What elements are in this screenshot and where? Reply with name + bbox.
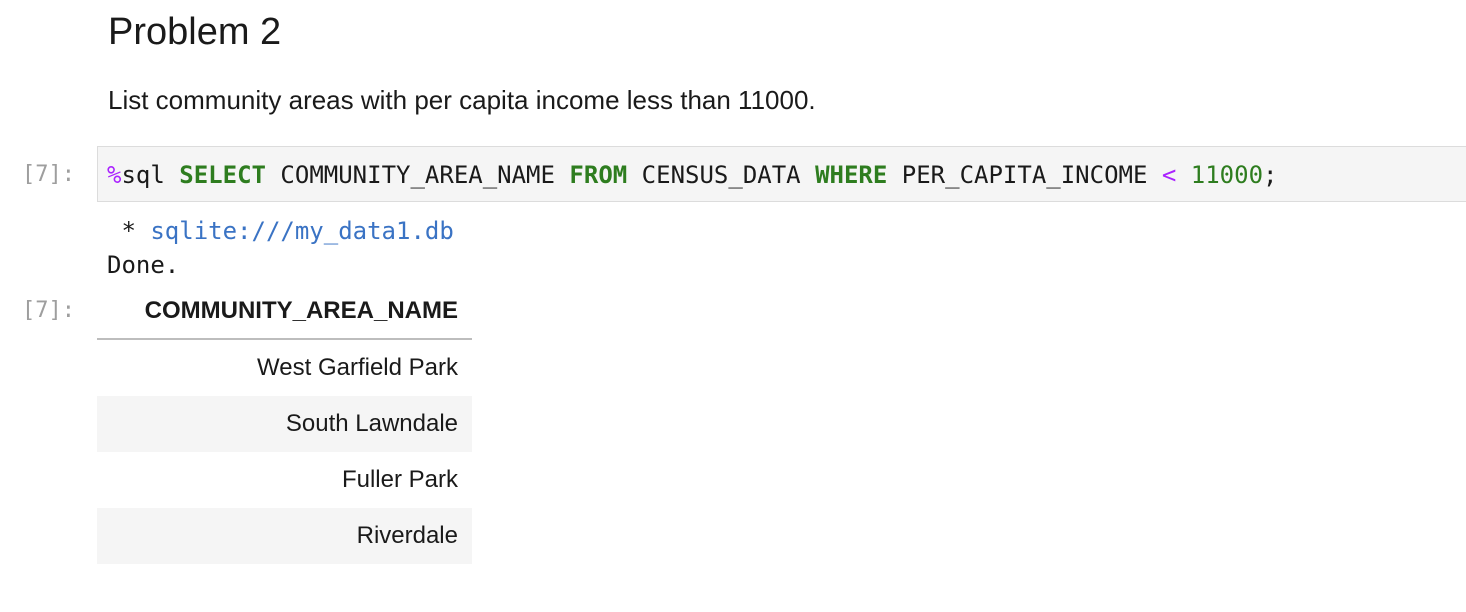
execution-status: Done. <box>107 251 180 279</box>
table-cell: Fuller Park <box>341 466 458 493</box>
stream-output: * sqlite:///my_data1.db Done. <box>107 214 454 282</box>
table-cell: Riverdale <box>97 508 472 564</box>
keyword-select: SELECT <box>179 161 266 189</box>
number-literal: 11000 <box>1190 161 1264 189</box>
output-prompt: [7]: <box>22 298 75 323</box>
input-prompt: [7]: <box>22 162 75 187</box>
connection-bullet: * <box>107 217 151 245</box>
table-cell: West Garfield Park <box>257 354 458 381</box>
code-editor[interactable]: %sql SELECT COMMUNITY_AREA_NAME FROM CEN… <box>97 146 1466 202</box>
problem-heading: Problem 2 <box>108 11 282 53</box>
table-row: West Garfield Park <box>97 339 472 396</box>
table-header-row: COMMUNITY_AREA_NAME <box>97 284 472 340</box>
result-table: COMMUNITY_AREA_NAME West Garfield Park S… <box>97 284 472 564</box>
statement-terminator: ; <box>1263 161 1278 189</box>
connection-string: sqlite:///my_data1.db <box>150 217 454 245</box>
keyword-where: WHERE <box>815 161 888 189</box>
keyword-from: FROM <box>569 161 628 189</box>
magic-name: sql <box>121 161 165 189</box>
table-row: Fuller Park <box>97 452 472 508</box>
field-name: PER_CAPITA_INCOME <box>901 161 1148 189</box>
table-cell: South Lawndale <box>97 396 472 452</box>
table-row: South Lawndale <box>97 396 472 452</box>
magic-percent: % <box>107 161 122 189</box>
operator: < <box>1161 161 1177 189</box>
table-row: Riverdale <box>97 508 472 564</box>
table-name: CENSUS_DATA <box>641 161 801 189</box>
column-header: COMMUNITY_AREA_NAME <box>97 284 472 340</box>
column-name: COMMUNITY_AREA_NAME <box>280 161 555 189</box>
problem-description: List community areas with per capita inc… <box>108 85 816 115</box>
